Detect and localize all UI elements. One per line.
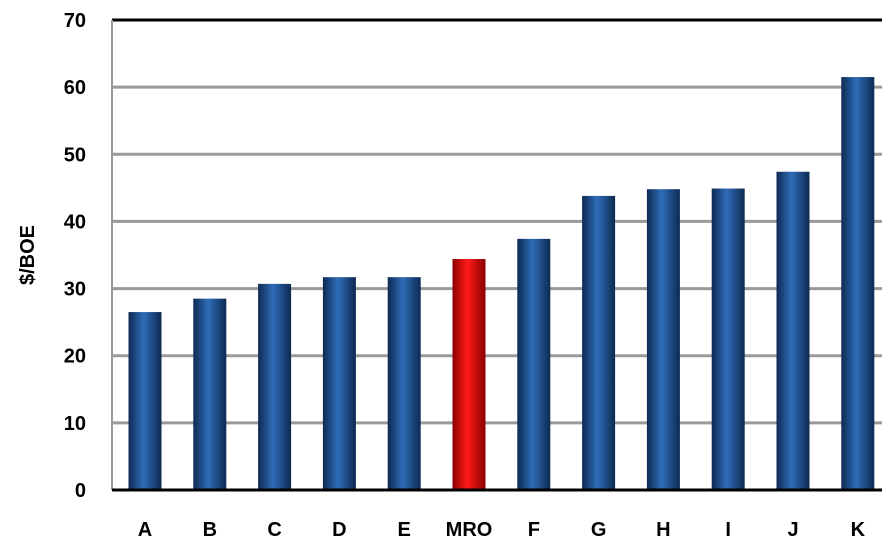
x-tick-label-k: K xyxy=(851,519,866,541)
bar-c xyxy=(258,283,292,490)
x-tick-label-e: E xyxy=(398,519,411,541)
bar-b xyxy=(193,298,227,490)
bar-mro xyxy=(452,259,486,490)
x-tick-label-b: B xyxy=(203,519,217,541)
x-tick-label-mro: MRO xyxy=(446,519,493,541)
bar-d xyxy=(322,277,356,490)
x-tick-label-h: H xyxy=(656,519,670,541)
y-tick-label-40: 40 xyxy=(64,211,86,233)
x-tick-label-d: D xyxy=(332,519,346,541)
axes xyxy=(111,20,882,492)
y-tick-label-60: 60 xyxy=(64,77,86,99)
bar-j xyxy=(776,171,810,490)
bar-a xyxy=(128,312,162,490)
bar-h xyxy=(646,189,680,490)
y-tick-label-30: 30 xyxy=(64,279,86,301)
x-tick-label-i: I xyxy=(725,519,731,541)
y-axis-title: $/BOE xyxy=(17,225,39,285)
tick-labels: 0 10 20 30 40 50 60 70 A B C D E MRO F G H I J K xyxy=(64,10,866,541)
y-tick-label-10: 10 xyxy=(64,413,86,435)
bar-k xyxy=(841,77,875,491)
bar-i xyxy=(711,188,745,490)
grid-lines xyxy=(112,18,882,425)
x-tick-label-c: C xyxy=(267,519,281,541)
x-tick-label-a: A xyxy=(138,519,152,541)
x-tick-label-f: F xyxy=(528,519,540,541)
y-tick-label-20: 20 xyxy=(64,346,86,368)
y-tick-label-50: 50 xyxy=(64,144,86,166)
bar-f xyxy=(517,238,551,490)
bars xyxy=(128,77,875,491)
bar-e xyxy=(387,277,421,490)
x-tick-label-g: G xyxy=(591,519,607,541)
bar-g xyxy=(582,195,616,490)
x-tick-label-j: J xyxy=(787,519,798,541)
y-tick-label-0: 0 xyxy=(75,480,86,502)
y-tick-label-70: 70 xyxy=(64,10,86,32)
